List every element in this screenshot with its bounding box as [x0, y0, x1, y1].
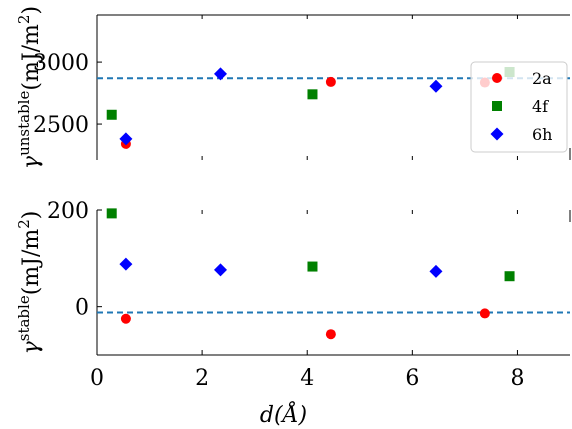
data-point-2a: [325, 76, 336, 87]
y-tick-label: 3000: [33, 51, 89, 76]
x-axis-label: d(Å): [260, 400, 307, 428]
data-point-2a: [479, 308, 490, 319]
y-axis-label: γunstable(mJ/m2): [15, 6, 44, 169]
legend-box: [470, 61, 568, 153]
data-point-4f: [106, 208, 117, 219]
data-point-6h: [429, 79, 443, 93]
data-point-6h: [214, 263, 228, 277]
data-point-4f: [504, 271, 515, 282]
legend: 2a 4f 6h: [470, 61, 568, 153]
data-point-6h: [119, 132, 133, 146]
x-tick-label: 6: [405, 366, 419, 391]
legend-marker-6h: [490, 127, 504, 141]
x-tick-label: 0: [90, 366, 104, 391]
data-point-6h: [119, 257, 133, 271]
legend-label-4f: 4f: [532, 97, 549, 116]
legend-label-6h: 6h: [532, 125, 552, 144]
data-point-2a: [325, 329, 336, 340]
legend-marker-2a: [492, 73, 502, 83]
x-tick-label: 2: [195, 366, 209, 391]
data-point-4f: [307, 261, 318, 272]
y-tick-label: 200: [47, 199, 89, 224]
y-tick-label: 2500: [33, 113, 89, 138]
data-point-4f: [106, 109, 117, 120]
data-point-2a: [120, 313, 131, 324]
data-point-6h: [429, 264, 443, 278]
x-tick-label: 8: [510, 366, 524, 391]
data-point-4f: [307, 89, 318, 100]
y-axis-label: γstable(mJ/m2): [15, 211, 44, 355]
x-tick-label: 4: [300, 366, 314, 391]
legend-marker-4f: [492, 101, 502, 111]
y-tick-label: 0: [75, 296, 89, 321]
legend-label-2a: 2a: [532, 69, 552, 88]
data-point-6h: [214, 67, 228, 81]
